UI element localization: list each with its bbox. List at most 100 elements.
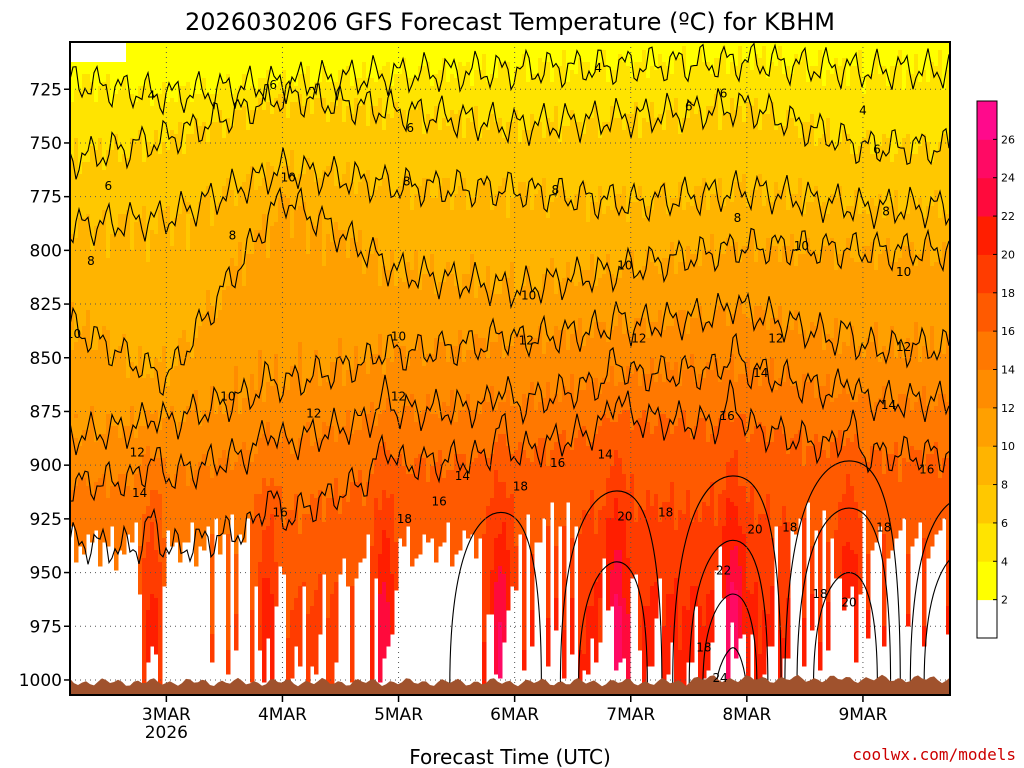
temperature-cell	[174, 474, 179, 543]
credit-text[interactable]: coolwx.com/models	[852, 745, 1016, 764]
temperature-cell	[326, 82, 331, 123]
temperature-cell	[810, 594, 815, 631]
colorbar-label: 22	[1001, 210, 1015, 223]
temperature-cell	[594, 582, 599, 663]
colorbar-label: 2	[1001, 594, 1008, 607]
temperature-cell	[442, 118, 447, 179]
temperature-cell	[694, 318, 699, 383]
contour-label: 16	[719, 409, 734, 423]
temperature-cell	[110, 106, 115, 151]
temperature-cell	[454, 42, 459, 79]
temperature-cell	[586, 62, 591, 119]
temperature-cell	[814, 146, 819, 187]
temperature-cell	[482, 178, 487, 287]
temperature-cell	[830, 142, 835, 195]
temperature-cell	[306, 42, 311, 67]
temperature-cell	[194, 222, 199, 339]
temperature-cell	[578, 650, 583, 687]
temperature-cell	[654, 582, 659, 619]
temperature-cell	[518, 290, 523, 335]
temperature-cell	[714, 310, 719, 359]
temperature-cell	[602, 274, 607, 323]
temperature-cell	[734, 590, 739, 659]
temperature-cell	[650, 506, 655, 587]
temperature-cell	[566, 262, 571, 351]
temperature-cell	[946, 606, 950, 635]
temperature-cell	[594, 202, 599, 287]
temperature-cell	[142, 42, 147, 87]
temperature-cell	[394, 342, 399, 411]
temperature-cell	[330, 162, 335, 243]
temperature-cell	[906, 134, 911, 215]
temperature-cell	[850, 550, 855, 587]
temperature-cell	[646, 422, 651, 491]
temperature-cell	[634, 318, 639, 367]
temperature-cell	[698, 418, 703, 523]
temperature-cell	[138, 546, 143, 595]
temperature-cell	[162, 538, 167, 587]
temperature-cell	[434, 294, 439, 339]
temperature-cell	[622, 474, 627, 515]
temperature-cell	[366, 78, 371, 127]
temperature-cell	[734, 182, 739, 243]
temperature-cell	[246, 42, 251, 91]
temperature-cell	[426, 178, 431, 275]
temperature-cell	[234, 554, 239, 615]
temperature-cell	[534, 294, 539, 339]
temperature-cell	[350, 370, 355, 435]
temperature-cell	[554, 326, 559, 395]
temperature-cell	[582, 62, 587, 135]
temperature-cell	[266, 526, 271, 579]
temperature-cell	[78, 90, 83, 175]
temperature-cell	[922, 626, 927, 647]
contour-label: 8	[551, 183, 559, 197]
temperature-cell	[650, 102, 655, 211]
temperature-cell	[562, 278, 567, 331]
contour-label: 14	[598, 447, 613, 461]
temperature-cell	[718, 42, 723, 59]
temperature-cell	[834, 150, 839, 199]
temperature-cell	[778, 426, 783, 527]
temperature-cell	[762, 610, 767, 675]
temperature-cell	[554, 66, 559, 107]
contour-label: 14	[881, 398, 896, 412]
temperature-cell	[610, 42, 615, 71]
temperature-cell	[890, 326, 895, 411]
temperature-cell	[826, 70, 831, 119]
temperature-cell	[570, 210, 575, 283]
temperature-cell	[598, 574, 603, 599]
temperature-cell	[758, 422, 763, 515]
temperature-cell	[846, 394, 851, 439]
temperature-cell	[882, 346, 887, 387]
colorbar-swatch	[977, 561, 997, 601]
temperature-cell	[166, 42, 171, 103]
temperature-cell	[622, 186, 627, 263]
temperature-cell	[566, 446, 571, 503]
temperature-cell	[314, 182, 319, 227]
temperature-cell	[370, 546, 375, 611]
temperature-cell	[774, 246, 779, 319]
temperature-cell	[494, 122, 499, 195]
temperature-cell	[746, 442, 751, 503]
temperature-cell	[230, 394, 235, 471]
temperature-cell	[938, 394, 943, 479]
temperature-cell	[426, 482, 431, 543]
temperature-cell	[490, 386, 495, 455]
temperature-cell	[78, 42, 83, 63]
temperature-cell	[346, 370, 351, 411]
temperature-cell	[746, 206, 751, 247]
temperature-cell	[378, 186, 383, 287]
temperature-cell	[698, 110, 703, 187]
temperature-cell	[638, 138, 643, 187]
temperature-cell	[858, 450, 863, 519]
temperature-cell	[270, 386, 275, 439]
temperature-cell	[602, 122, 607, 215]
temperature-cell	[862, 358, 867, 395]
temperature-cell	[234, 462, 239, 555]
temperature-cell	[138, 86, 143, 131]
temperature-cell	[842, 218, 847, 251]
temperature-cell	[450, 346, 455, 391]
temperature-cell	[162, 82, 167, 143]
temperature-cell	[382, 582, 387, 659]
